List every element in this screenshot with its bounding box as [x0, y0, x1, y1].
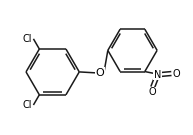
Text: O: O [149, 87, 157, 97]
Text: Cl: Cl [23, 100, 32, 110]
Text: Cl: Cl [23, 34, 32, 44]
Text: O: O [173, 69, 180, 79]
Text: N: N [154, 70, 161, 80]
Text: O: O [96, 68, 104, 78]
